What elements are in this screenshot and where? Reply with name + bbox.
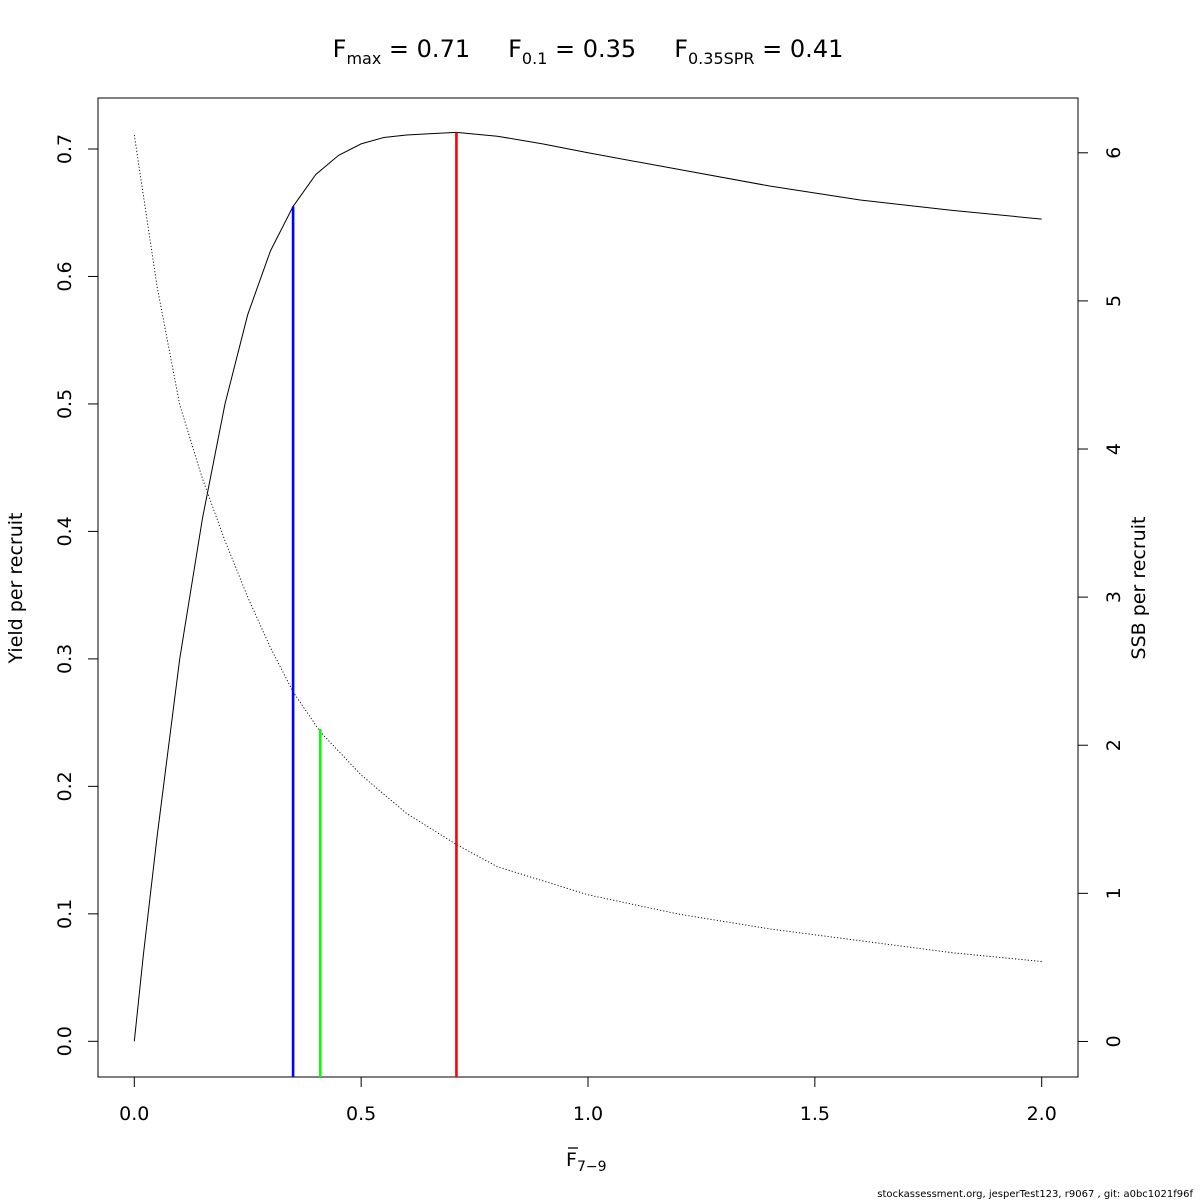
- reference-lines-layer: [291, 132, 458, 1077]
- y2-tick-label: 3: [1103, 591, 1125, 603]
- yield-per-recruit-line: [133, 131, 1042, 1042]
- y-tick-label: 0.1: [54, 899, 76, 929]
- title-fspr-sub: 0.35SPR: [688, 49, 755, 68]
- y2-tick-label: 4: [1103, 443, 1125, 455]
- footer-text: stockassessment.org, jesperTest123, r906…: [877, 1189, 1193, 1200]
- y-tick-label: 0.2: [54, 771, 76, 801]
- x-tick-label: 1.0: [573, 1103, 603, 1125]
- x-tick-label: 0.0: [119, 1103, 149, 1125]
- y2-tick-label: 0: [1103, 1035, 1125, 1047]
- y-tick-label: 0.4: [54, 516, 76, 546]
- x-axis-label-main: F: [566, 1149, 577, 1171]
- x-tick-label: 0.5: [346, 1103, 376, 1125]
- y-tick-label: 0.7: [54, 134, 76, 164]
- svg-text:F7−9: F7−9: [566, 1149, 606, 1175]
- y2-tick-label: 2: [1103, 739, 1125, 751]
- y2-tick-label: 1: [1103, 887, 1125, 899]
- y2-tick-label: 6: [1103, 147, 1125, 159]
- y-tick-label: 0.6: [54, 261, 76, 291]
- title-fmax-main: F: [333, 35, 347, 63]
- y-axis-label: Yield per recruit: [5, 513, 27, 665]
- y2-axis-label: SSB per recruit: [1128, 517, 1150, 660]
- ssb-per-recruit-line: [133, 134, 1042, 962]
- title-fspr-value: = 0.41: [755, 35, 844, 63]
- title-fmax-value: = 0.71: [381, 35, 470, 63]
- x-tick-label: 2.0: [1027, 1103, 1057, 1125]
- y-tick-label: 0.0: [54, 1026, 76, 1056]
- ticks-layer: 0.0 0.5 1.0 1.5 2.0 0.0 0.1 0.2 0.3 0.4 0.5 0.6 0.7 0…: [54, 134, 1125, 1125]
- x-tick-label: 1.5: [800, 1103, 830, 1125]
- y-tick-label: 0.3: [54, 644, 76, 674]
- x-axis-label-sub: 7−9: [577, 1159, 607, 1175]
- series-layer: [133, 131, 1042, 1042]
- title-f01-sub: 0.1: [522, 49, 547, 68]
- y2-tick-label: 5: [1103, 295, 1125, 307]
- x-axis-label: F7−9: [566, 1147, 606, 1175]
- title-fspr-main: F: [674, 35, 688, 63]
- title-f01-main: F: [508, 35, 522, 63]
- y-tick-label: 0.5: [54, 389, 76, 419]
- title-fmax-sub: max: [346, 49, 381, 68]
- title-f01-value: = 0.35: [547, 35, 636, 63]
- chart-title: Fmax = 0.71 F0.1 = 0.35 F0.35SPR = 0.41: [333, 35, 844, 68]
- plot-frame: [97, 97, 1079, 1078]
